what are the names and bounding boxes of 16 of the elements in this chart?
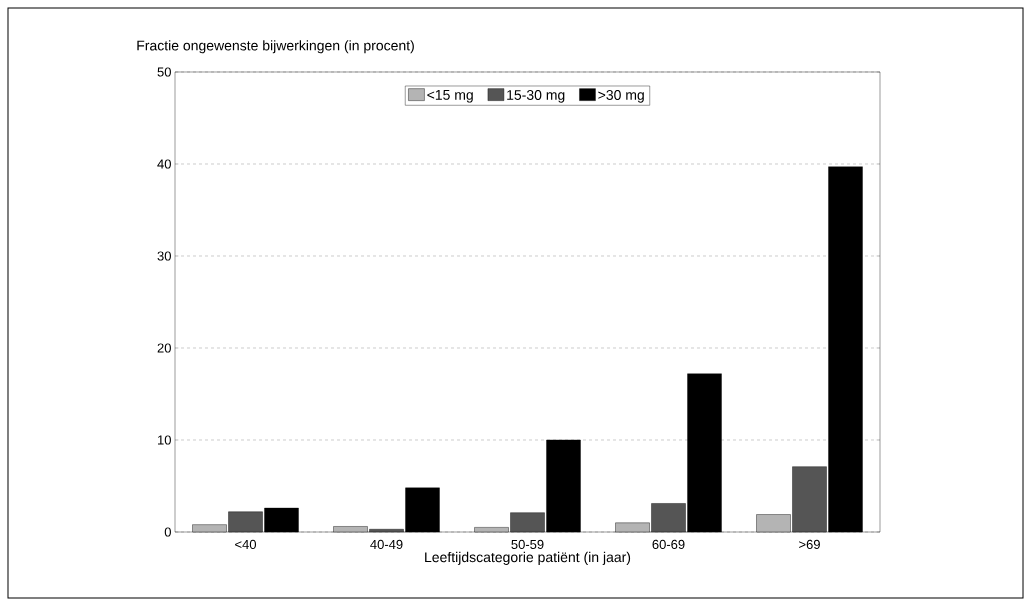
x-tick-label: 60-69 [652,539,685,549]
y-tick-label: 10 [158,435,171,445]
x-tick-label: 50-59 [511,539,544,549]
y-tick-label: 20 [157,343,171,353]
x-axis-title: Leeftijdscategorie patiënt (in jaar) [425,551,631,565]
legend-label: 15-30 mg [507,89,565,103]
x-tick-label: >69 [799,539,820,549]
y-tick-label: 0 [164,527,171,537]
x-tick-label: 40-49 [370,539,403,549]
y-tick-label: 50 [157,67,171,77]
legend-label: >30 mg [598,89,644,103]
y-tick-label: 40 [157,159,171,169]
y-axis-title: Fractie ongewenste bijwerkingen (in procent) [137,40,414,54]
x-tick-label: <40 [235,539,257,549]
y-tick-label: 30 [157,251,171,261]
legend-label: <15 mg [427,90,473,103]
